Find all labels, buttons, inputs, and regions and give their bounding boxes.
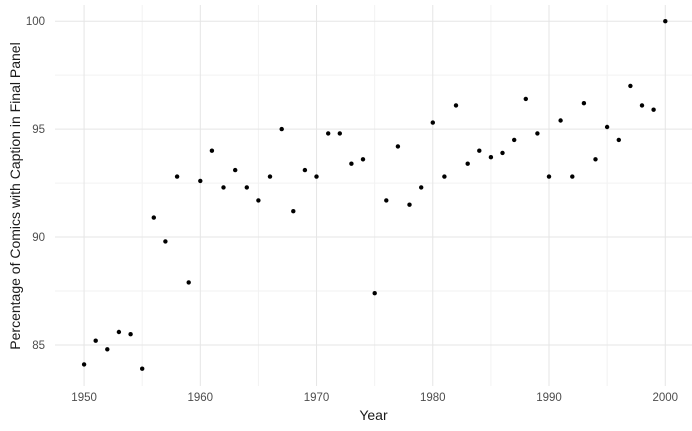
data-point	[291, 209, 296, 214]
data-point	[186, 280, 191, 285]
data-point	[256, 198, 261, 203]
data-point	[267, 174, 273, 179]
data-point	[651, 107, 656, 112]
data-point	[128, 332, 133, 337]
x-tick-label: 2000	[653, 392, 679, 404]
data-point	[314, 174, 319, 179]
data-point	[337, 131, 342, 136]
data-point	[151, 215, 156, 220]
y-tick-label: 85	[32, 340, 45, 352]
data-point	[279, 126, 284, 132]
data-point	[430, 120, 435, 125]
data-point	[326, 131, 331, 136]
data-point	[512, 137, 517, 143]
data-point	[395, 144, 401, 149]
data-point	[453, 103, 459, 108]
data-point	[209, 148, 215, 153]
data-point	[604, 124, 610, 130]
data-point	[616, 137, 621, 143]
data-point	[360, 157, 366, 162]
data-point	[372, 291, 377, 296]
data-point	[174, 174, 180, 179]
data-point	[639, 103, 645, 108]
data-point	[244, 185, 249, 190]
data-point	[523, 96, 528, 102]
data-point	[663, 19, 668, 24]
data-point	[546, 174, 552, 179]
data-point	[105, 347, 110, 352]
data-point	[140, 366, 145, 371]
data-point	[535, 131, 540, 136]
data-point	[221, 185, 226, 190]
data-point	[488, 155, 494, 160]
data-point	[384, 198, 389, 203]
y-tick-label: 100	[26, 16, 45, 28]
data-point	[116, 329, 122, 335]
x-tick-label: 1980	[420, 392, 446, 404]
data-point	[628, 83, 633, 89]
x-tick-label: 1970	[304, 392, 330, 404]
data-point	[442, 174, 447, 179]
y-tick-label: 95	[32, 124, 45, 136]
x-tick-label: 1950	[71, 392, 97, 404]
data-point	[233, 167, 238, 173]
data-point	[407, 202, 412, 207]
data-point	[593, 157, 598, 162]
data-point	[198, 178, 203, 184]
y-axis-title: Percentage of Comics with Caption in Fin…	[7, 42, 23, 350]
data-point	[349, 161, 354, 166]
data-point	[477, 148, 482, 153]
data-point	[81, 362, 87, 367]
data-point	[93, 338, 98, 343]
x-tick-label: 1990	[536, 392, 562, 404]
data-point	[500, 150, 505, 156]
data-point	[558, 118, 563, 123]
x-tick-label: 1960	[188, 392, 214, 404]
data-point	[163, 239, 168, 244]
data-point	[419, 185, 424, 190]
data-point	[570, 174, 575, 179]
data-point	[302, 167, 308, 173]
x-axis-title: Year	[359, 407, 388, 423]
y-tick-label: 90	[32, 232, 45, 244]
data-point	[581, 101, 587, 106]
data-point	[465, 161, 470, 166]
